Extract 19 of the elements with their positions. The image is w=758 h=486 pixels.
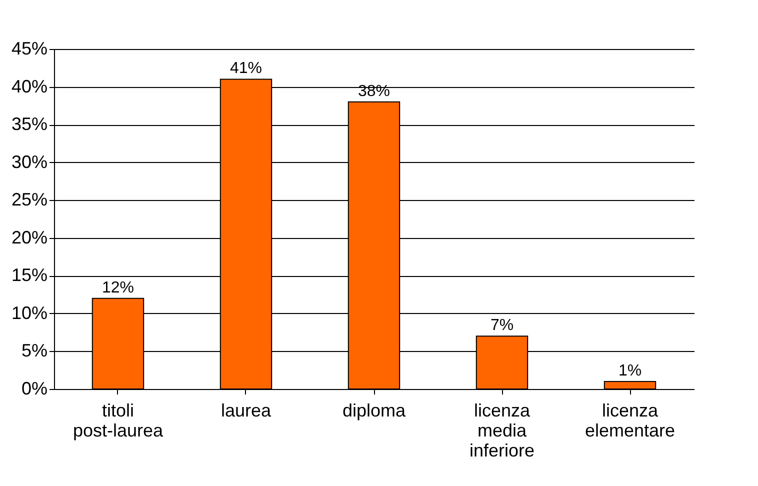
y-tick-label: 15% [11, 265, 48, 286]
x-tick-label: licenza elementare [584, 400, 676, 440]
x-tick-label: diploma [342, 400, 406, 420]
y-tick-label: 5% [21, 340, 48, 361]
y-tick-label: 0% [21, 378, 48, 398]
data-label: 41% [230, 60, 262, 78]
y-tick-label: 20% [11, 227, 48, 248]
x-tick-label: titoli post-laurea [72, 400, 164, 440]
y-tick-label: 10% [11, 302, 48, 323]
y-tick-label: 25% [11, 190, 48, 210]
y-tick-label: 40% [11, 76, 48, 96]
y-tick-label: 35% [11, 114, 48, 134]
data-label: 1% [618, 362, 642, 380]
y-tick-label: 30% [11, 152, 48, 172]
y-tick-label: 45% [11, 38, 48, 58]
data-label: 7% [490, 317, 514, 334]
x-tick-label: licenza media inferiore [469, 400, 535, 460]
data-label: 12% [102, 279, 134, 296]
x-tick-label: laurea [220, 400, 272, 420]
